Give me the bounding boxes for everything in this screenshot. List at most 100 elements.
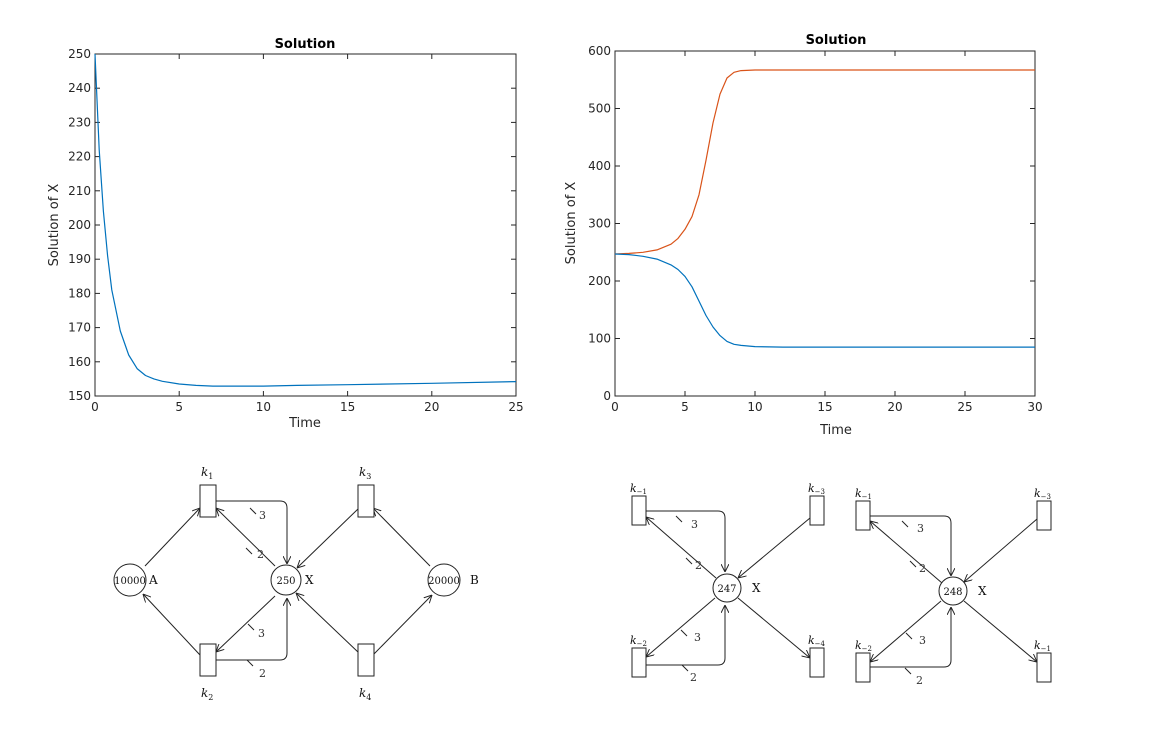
chart-right-x-tick-label: 20 [887,400,902,414]
chart-left-y-tick-label: 170 [68,321,91,335]
edge-k2-to-X [216,598,287,661]
transition-label: k−2 [855,639,872,653]
chart-left-title: Solution [275,37,336,52]
chart-right-y-tick-label: 300 [588,217,611,231]
place-X [938,576,968,606]
chart-right-x-tick-label: 0 [611,400,619,414]
transition-k-4 [809,647,825,678]
chart-right-title: Solution [806,33,867,48]
chart-right-x-tick-label: 25 [957,400,972,414]
chart-right-y-tick-label: 500 [588,102,611,116]
chart-left-x-tick-label: 20 [424,400,439,414]
chart-left: Solution 0 5 10 15 20 25 150 160 170 180 190 200 21… [47,37,524,431]
weight-label: 2 [690,671,697,684]
edge-A-to-k1 [144,508,200,567]
transition-k-2 [631,647,647,678]
place-B-label: B [470,573,479,587]
chart-left-y-tick-label: 160 [68,355,91,369]
edge-X-to-k-2 [646,597,716,657]
edge-k-3-to-X [738,517,811,578]
edge-X-to-k--1 [963,600,1037,662]
weight-tick [901,520,909,528]
weight-tick [909,560,917,568]
chart-right-series-line-1 [614,69,1035,255]
chart-right-x-tick-label: 15 [817,400,832,414]
chart-right-y-tick-label: 400 [588,159,611,173]
transition-label: k−3 [808,482,825,496]
place-A-value: 10000 [114,576,146,587]
weight-label: 3 [694,631,701,644]
chart-right-y-tick-label: 100 [588,332,611,346]
transition-k-1 [631,495,647,526]
chart-right-x-tick-label: 30 [1027,400,1042,414]
weight-tick [245,547,253,555]
chart-left-y-label: Solution of X [47,184,62,267]
transition-label: k−1 [1034,639,1051,653]
chart-left-y-tick-label: 240 [68,81,91,95]
place-B-value: 20000 [428,576,460,587]
edge-k-1-to-X [646,510,725,572]
chart-right-y-tick-label: 600 [588,44,611,58]
edge-k-1-to-X [870,515,951,576]
edge-k4-to-X [296,593,360,654]
chart-left-y-ticks: 150 160 170 180 190 200 210 220 230 240 250 [68,47,516,403]
chart-right-x-label: Time [819,423,852,438]
chart-right-x-ticks: 0 5 10 15 20 25 30 [611,51,1043,414]
place-X-value: 248 [943,587,962,598]
chart-right-plot-area [614,50,1036,397]
chart-left-x-tick-label: 5 [175,400,183,414]
transition-label: k1 [201,465,213,481]
weight-label: 2 [916,674,923,687]
chart-right-y-tick-label: 0 [603,389,611,403]
edge-k-2-to-X [870,607,951,668]
chart-left-y-tick-label: 150 [68,389,91,403]
network-left: 3 2 3 2 k1 k2 k3 k4 10000 A 250 X 20000 … [113,465,479,702]
weight-tick [675,515,683,523]
place-X [270,564,302,596]
transition-k2 [199,643,217,677]
transition-label: k−1 [855,487,872,501]
chart-left-x-tick-label: 0 [91,400,99,414]
edge-X-to-k-2 [870,600,942,662]
edge-k-3-to-X [964,518,1038,582]
chart-right-y-ticks: 0 100 200 300 400 500 600 [588,44,1035,403]
place-A-label: A [148,573,158,587]
chart-left-y-tick-label: 190 [68,252,91,266]
network-right: 3 2 3 2 k−1 k−3 k−2 k−1 248 X [855,487,1052,687]
place-X [712,573,742,603]
transition-label: k−2 [630,634,647,648]
chart-left-x-tick-label: 15 [340,400,355,414]
transition-label: k−3 [1034,487,1051,501]
chart-left-y-tick-label: 180 [68,286,91,300]
weight-tick [681,664,689,672]
chart-left-x-ticks: 0 5 10 15 20 25 [91,54,524,414]
edge-X-to-k-4 [737,597,810,658]
edge-k2-to-A [143,594,201,656]
transition-k-3 [1036,500,1052,531]
transition-k-1 [855,500,871,531]
chart-right-y-label: Solution of X [564,182,579,265]
transition-label: k−4 [808,634,826,648]
weight-tick [685,557,693,565]
transition-label: k3 [359,465,371,481]
weight-tick [249,507,257,515]
weight-label: 3 [258,627,265,640]
weight-label: 3 [919,634,926,647]
place-X-label: X [978,584,987,598]
chart-right-x-tick-label: 5 [681,400,689,414]
chart-right-series [614,69,1035,348]
weight-label: 2 [695,559,702,572]
chart-left-y-tick-label: 210 [68,184,91,198]
transition-k4 [357,643,375,677]
weight-label: 2 [257,548,264,561]
transition-k--1 [1036,652,1052,683]
edge-X-to-k2 [216,595,276,652]
chart-right: Solution 0 5 10 15 20 25 30 0 100 200 300 400 500 60… [564,33,1043,438]
edge-k1-to-X [216,500,287,564]
place-X-label: X [305,573,314,587]
edge-X-to-k1 [216,508,276,567]
weight-tick [680,629,688,637]
chart-right-x-tick-label: 10 [747,400,762,414]
weight-tick [905,632,913,640]
